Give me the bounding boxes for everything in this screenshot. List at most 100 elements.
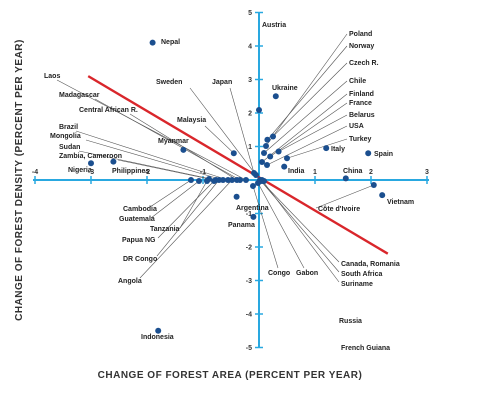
data-point (270, 133, 276, 140)
point-label: Central African R. (79, 107, 138, 114)
point-label: Nepal (161, 39, 180, 46)
leader-line (257, 182, 305, 269)
data-point (188, 177, 194, 183)
data-point (264, 136, 271, 143)
data-point (233, 193, 240, 200)
data-point (259, 159, 265, 165)
data-point (216, 177, 222, 183)
point-label: Madagascar (59, 92, 100, 99)
point-label: India (288, 168, 304, 175)
data-point (211, 178, 217, 184)
point-label: Chile (349, 78, 366, 85)
data-point (149, 39, 156, 46)
data-point (323, 145, 330, 152)
point-label: Tanzania (150, 226, 180, 233)
leader-line (94, 98, 241, 181)
data-point (250, 183, 256, 189)
data-point (281, 163, 288, 170)
point-label: Myanmar (158, 138, 189, 145)
point-label: Brazil (59, 124, 78, 131)
point-label: Angola (118, 278, 142, 285)
data-point (275, 148, 282, 155)
data-point (370, 182, 377, 189)
leader-line (204, 125, 235, 154)
point-label: Sudan (59, 144, 80, 151)
y-tick-label: 5 (248, 10, 252, 17)
x-tick-label: -3 (88, 169, 94, 176)
point-label: Czech R. (349, 60, 379, 67)
leader-line (263, 80, 348, 154)
point-label: France (349, 100, 372, 107)
data-point (110, 158, 117, 165)
data-point (272, 93, 279, 100)
x-tick-label: 1 (313, 169, 317, 176)
leader-line (252, 185, 279, 269)
leader-line (266, 125, 348, 166)
leader-lines (56, 33, 374, 283)
data-point (180, 146, 187, 153)
point-label: French Guiana (341, 345, 390, 352)
point-label: Belarus (349, 112, 375, 119)
leader-line (150, 180, 200, 219)
leader-line (259, 179, 340, 263)
leader-line (261, 179, 340, 283)
data-point (196, 178, 202, 184)
point-label: Austria (262, 22, 286, 29)
leader-line (85, 139, 224, 181)
point-label: Nigeria (68, 167, 92, 174)
y-tick-label: 3 (248, 77, 252, 84)
data-point (365, 150, 372, 157)
data-point (155, 327, 162, 334)
point-label: Guatemala (119, 216, 155, 223)
data-points (88, 39, 386, 334)
leader-line (278, 114, 348, 152)
leader-line (179, 180, 208, 229)
point-label: Malaysia (177, 117, 206, 124)
point-label: Côte d'Ivoire (318, 206, 360, 213)
x-tick-label: -1 (200, 169, 206, 176)
y-tick-label: -4 (246, 312, 252, 319)
point-label: Russia (339, 318, 362, 325)
leader-line (117, 159, 210, 180)
point-label: Suriname (341, 281, 373, 288)
point-label: Argentina (236, 205, 269, 212)
point-label: Finland (349, 91, 374, 98)
x-tick-label: -2 (144, 169, 150, 176)
point-label: Sweden (156, 79, 182, 86)
trend-line (87, 75, 389, 255)
y-tick-label: -2 (246, 245, 252, 252)
point-label: USA (349, 123, 364, 130)
leader-line (229, 87, 255, 174)
leader-line (157, 180, 215, 239)
leader-line (139, 179, 233, 279)
y-tick-label: -1 (246, 211, 252, 218)
point-label: Italy (331, 146, 345, 153)
point-label: Indonesia (141, 334, 174, 341)
leader-line (189, 87, 257, 176)
point-label: Canada, Romania (341, 261, 400, 268)
data-point (88, 160, 94, 167)
y-tick-label: -3 (246, 278, 252, 285)
data-point (229, 177, 235, 183)
leader-line (270, 102, 348, 157)
y-tick-label: 1 (248, 144, 252, 151)
leader-line (267, 45, 348, 140)
point-label: Papua NG (122, 237, 156, 244)
point-label: Gabon (296, 270, 318, 277)
x-axis-title: CHANGE OF FOREST AREA (PERCENT PER YEAR) (98, 370, 363, 381)
data-point (234, 177, 240, 183)
data-point (263, 143, 269, 149)
data-point (250, 213, 257, 220)
leader-line (265, 33, 348, 147)
leader-line (78, 150, 217, 181)
point-label: Spain (374, 151, 393, 158)
leader-line (272, 62, 348, 137)
point-label: Zambia, Cameroon (59, 153, 122, 160)
leader-line (286, 138, 348, 159)
point-label: Laos (44, 73, 60, 80)
data-point (342, 175, 349, 182)
point-label: Poland (349, 31, 372, 38)
axis-ticks: -4 -3 -2 -1 1 2 3 5 4 3 2 1 -1 -2 -3 -4 -5 (32, 10, 429, 352)
data-point (243, 177, 249, 183)
point-label: Vietnam (387, 199, 414, 206)
